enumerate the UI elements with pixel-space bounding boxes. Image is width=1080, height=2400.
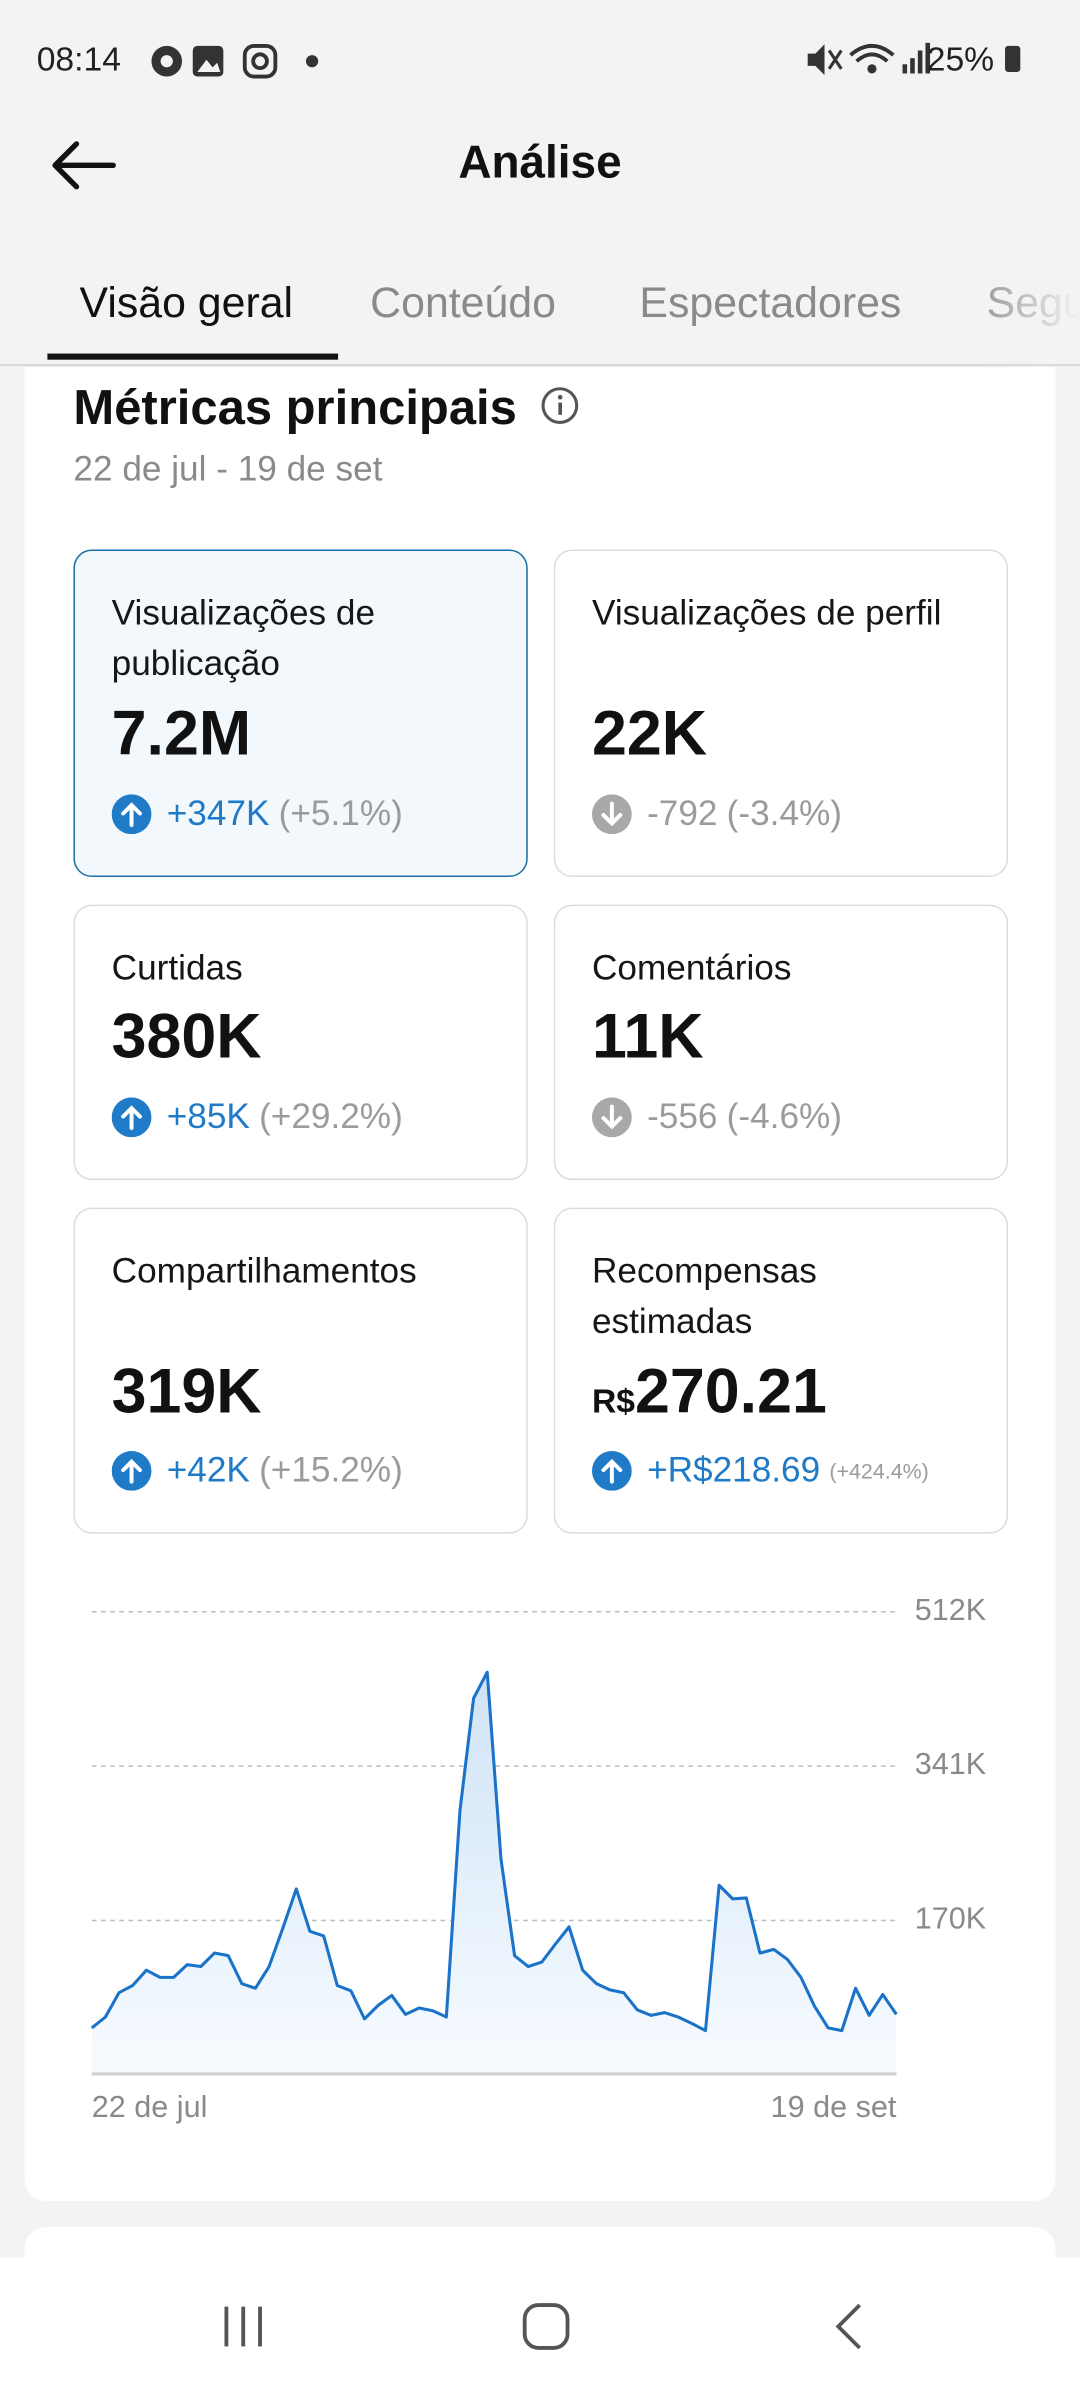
- y-tick-label: 170K: [915, 1902, 987, 1936]
- metric-change: -556 (-4.6%): [591, 1095, 843, 1137]
- status-icons: [151, 44, 319, 79]
- metric-change-pct: (+424.4%): [829, 1457, 929, 1483]
- metric-label: Compartilhamentos: [111, 1250, 417, 1291]
- metric-change-value: +R$218.69: [647, 1449, 821, 1490]
- status-battery: 25%: [927, 40, 1022, 80]
- metric-card[interactable]: Visualizações de publicação 7.2M +347K (+5.…: [73, 549, 528, 878]
- metric-change: +85K (+29.2%): [111, 1095, 403, 1137]
- battery-icon: [1005, 45, 1021, 72]
- status-right-icons: [807, 42, 931, 75]
- metric-value: 11K: [592, 1001, 704, 1073]
- trend-icon: [591, 1450, 632, 1491]
- section-title-text: Métricas principais: [73, 379, 517, 435]
- trend-arrow: [121, 1104, 142, 1130]
- trend-arrow: [601, 800, 623, 826]
- section-title: Métricas principais: [73, 380, 579, 437]
- metric-card[interactable]: Visualizações de perfil 22K -792 (-3.4%): [553, 549, 1009, 878]
- metric-change: +42K (+15.2%): [111, 1449, 403, 1491]
- back-nav-button[interactable]: [835, 2303, 862, 2350]
- metric-label: Comentários: [591, 947, 792, 988]
- back-button[interactable]: [46, 138, 122, 199]
- info-icon[interactable]: [540, 386, 580, 426]
- status-time: 08:14: [36, 39, 121, 79]
- metric-card[interactable]: Comentários 11K -556 (-4.6%): [553, 904, 1009, 1181]
- metric-change-value: +347K: [166, 792, 270, 833]
- metric-change-value: +85K: [166, 1095, 250, 1136]
- metric-value-text: 319K: [111, 1356, 262, 1427]
- home-button[interactable]: [522, 2303, 570, 2350]
- area: [91, 1672, 897, 2074]
- metric-value-text: 380K: [111, 1001, 262, 1072]
- trend-icon: [111, 1450, 152, 1491]
- metric-value-text: 22K: [591, 697, 708, 769]
- nav-bar: [0, 2257, 1080, 2400]
- metric-change-value: -792: [647, 792, 718, 833]
- metric-value: 7.2M: [112, 698, 251, 770]
- metric-change-value: +42K: [166, 1449, 250, 1490]
- recent-button[interactable]: [224, 2306, 262, 2347]
- trend-icon: [591, 793, 632, 834]
- metric-label: Visualizações de perfil: [591, 592, 942, 633]
- tab[interactable]: Espectadores: [639, 278, 902, 327]
- metric-change-pct: (+29.2%): [259, 1095, 403, 1136]
- trend-icon: [111, 1096, 152, 1137]
- battery-text: 25%: [926, 39, 995, 79]
- header-title: Análise: [458, 137, 622, 189]
- metric-currency: R$: [591, 1382, 636, 1421]
- tab-fade: [963, 244, 1080, 365]
- metric-card[interactable]: Recompensas estimadas R$270.21 +R$218.69 (+…: [553, 1207, 1009, 1534]
- trend-arrow: [601, 1103, 623, 1129]
- metric-value: 22K: [592, 698, 707, 770]
- tab-bar: Visão geralConteúdoEspectadoresSegu: [0, 276, 1080, 366]
- y-tick-label: 341K: [915, 1747, 987, 1781]
- metric-label: Recompensas estimadas: [591, 1250, 817, 1341]
- metric-card[interactable]: Compartilhamentos 319K +42K (+15.2%): [73, 1207, 528, 1534]
- metric-change: -792 (-3.4%): [591, 792, 843, 834]
- metric-change: +347K (+5.1%): [111, 792, 403, 834]
- trend-arrow: [601, 1458, 623, 1483]
- metric-value: R$270.21: [592, 1356, 827, 1428]
- x-tick-label: 22 de jul: [92, 2090, 208, 2124]
- metric-value-text: 270.21: [635, 1356, 827, 1427]
- metric-value: 380K: [112, 1001, 262, 1073]
- trend-icon: [111, 793, 152, 834]
- nav-buttons: [224, 2303, 862, 2350]
- tab[interactable]: Visão geral: [79, 278, 294, 327]
- metric-value: 319K: [112, 1356, 262, 1428]
- metric-change-value: -556: [647, 1095, 718, 1136]
- metric-change-pct: (+15.2%): [259, 1449, 403, 1490]
- tab-indicator: [47, 353, 339, 360]
- date-range: 22 de jul - 19 de set: [73, 448, 383, 489]
- metric-change: +R$218.69 (+424.4%): [591, 1449, 929, 1491]
- metric-change-pct: (+5.1%): [278, 792, 403, 833]
- x-tick-label: 19 de set: [771, 2090, 897, 2124]
- metric-change-pct: (-4.6%): [726, 1095, 843, 1136]
- line: [90, 1670, 898, 2033]
- metric-value-text: 11K: [591, 1001, 704, 1072]
- metric-label: Visualizações de publicação: [111, 592, 376, 683]
- trend-arrow: [121, 801, 142, 827]
- metric-change-pct: (-3.4%): [726, 792, 843, 833]
- tab[interactable]: Conteúdo: [370, 278, 556, 327]
- trend-arrow: [121, 1458, 142, 1483]
- line-chart: 170K 341K 512K 22 de jul 19 de set: [90, 1593, 987, 2124]
- y-tick-label: 512K: [915, 1593, 987, 1627]
- metric-value-text: 7.2M: [111, 697, 252, 769]
- metric-card[interactable]: Curtidas 380K +85K (+29.2%): [73, 904, 528, 1181]
- trend-icon: [591, 1096, 632, 1137]
- metric-label: Curtidas: [111, 947, 243, 988]
